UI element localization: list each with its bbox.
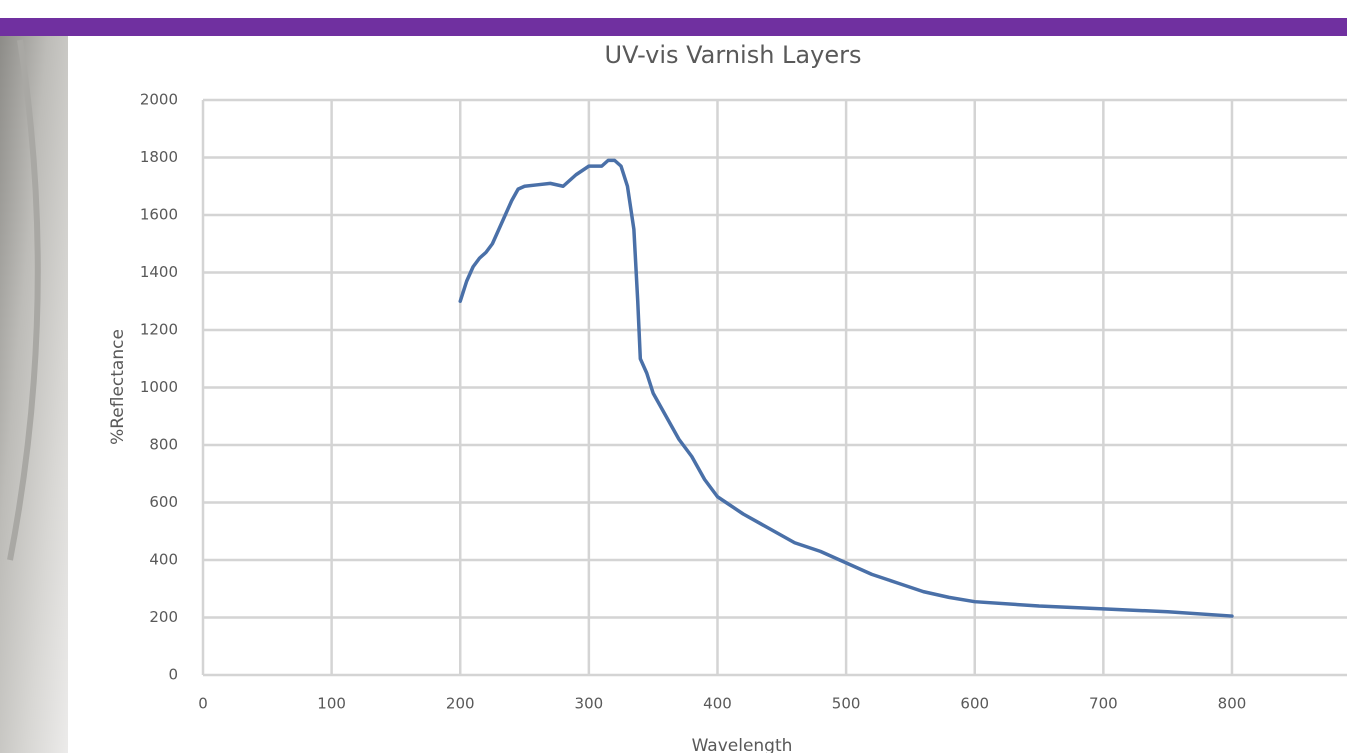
y-tick-label: 0 xyxy=(168,666,178,684)
header-bar xyxy=(0,18,1347,36)
photo-detail xyxy=(7,39,41,561)
y-tick-label: 1200 xyxy=(140,321,178,339)
x-tick-label: 700 xyxy=(1089,695,1118,713)
chart-title: UV-vis Varnish Layers xyxy=(605,41,862,69)
x-tick-label: 300 xyxy=(575,695,604,713)
y-axis-label: %Reflectance xyxy=(108,329,128,445)
y-tick-label: 1600 xyxy=(140,206,178,224)
y-tick-label: 800 xyxy=(149,436,178,454)
y-tick-label: 400 xyxy=(149,551,178,569)
x-tick-label: 500 xyxy=(832,695,861,713)
x-tick-label: 200 xyxy=(446,695,475,713)
y-tick-label: 2000 xyxy=(140,91,178,109)
y-tick-label: 200 xyxy=(149,608,178,626)
y-tick-label: 1400 xyxy=(140,263,178,281)
plot-area: 0 200 400 600 800 1000 1200 1400 1600 1800 2000 0 10… xyxy=(140,91,1347,713)
x-tick-label: 800 xyxy=(1218,695,1247,713)
x-tick-label: 400 xyxy=(703,695,732,713)
y-tick-label: 600 xyxy=(149,493,178,511)
y-tick-label: 1800 xyxy=(140,148,178,166)
y-tick-label: 1000 xyxy=(140,378,178,396)
data-line xyxy=(458,158,1234,618)
x-axis-label: Wavelength xyxy=(692,736,793,753)
x-tick-label: 100 xyxy=(317,695,346,713)
x-tick-label: 600 xyxy=(960,695,989,713)
x-tick-label: 0 xyxy=(198,695,208,713)
